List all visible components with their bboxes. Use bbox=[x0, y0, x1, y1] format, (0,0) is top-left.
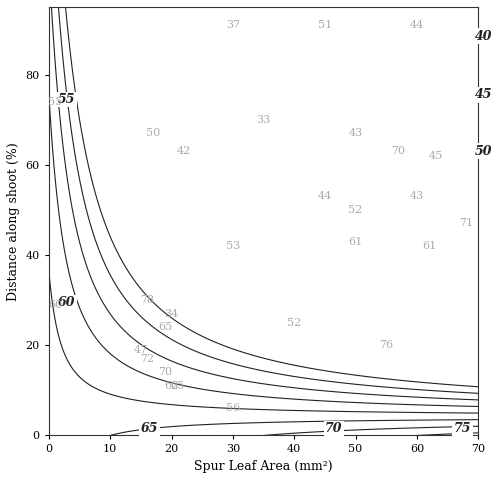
Text: 50: 50 bbox=[146, 128, 160, 138]
Text: 53: 53 bbox=[226, 241, 240, 251]
Text: 47: 47 bbox=[134, 345, 148, 355]
Text: 71: 71 bbox=[459, 218, 473, 228]
Text: 43: 43 bbox=[410, 192, 424, 202]
Text: 45: 45 bbox=[428, 151, 442, 161]
Text: 43: 43 bbox=[348, 128, 362, 138]
Text: 60: 60 bbox=[48, 300, 62, 310]
Text: 70: 70 bbox=[325, 422, 342, 435]
Text: 61: 61 bbox=[348, 237, 362, 247]
Text: 40: 40 bbox=[476, 30, 493, 43]
Text: 65: 65 bbox=[158, 322, 172, 332]
Text: 65: 65 bbox=[170, 381, 185, 391]
Text: 55: 55 bbox=[48, 96, 62, 107]
Text: 70: 70 bbox=[392, 146, 406, 156]
Text: 56: 56 bbox=[226, 403, 240, 413]
Text: 65: 65 bbox=[141, 422, 158, 435]
Text: 70: 70 bbox=[158, 367, 172, 377]
Text: 62: 62 bbox=[164, 381, 178, 391]
Text: 50: 50 bbox=[476, 145, 493, 158]
Text: 55: 55 bbox=[58, 93, 76, 106]
Text: 42: 42 bbox=[176, 146, 191, 156]
Text: 51: 51 bbox=[318, 20, 332, 30]
Text: 34: 34 bbox=[164, 309, 178, 319]
Text: 52: 52 bbox=[348, 205, 362, 215]
Text: 72: 72 bbox=[140, 354, 154, 364]
Text: 44: 44 bbox=[318, 192, 332, 202]
Text: 76: 76 bbox=[379, 340, 394, 350]
Text: 61: 61 bbox=[422, 241, 436, 251]
Text: 75: 75 bbox=[454, 422, 471, 435]
Text: 44: 44 bbox=[410, 20, 424, 30]
X-axis label: Spur Leaf Area (mm²): Spur Leaf Area (mm²) bbox=[194, 460, 333, 473]
Text: 33: 33 bbox=[256, 115, 270, 125]
Text: 78: 78 bbox=[140, 295, 154, 305]
Text: 45: 45 bbox=[476, 88, 493, 101]
Text: 52: 52 bbox=[287, 318, 302, 328]
Text: 60: 60 bbox=[58, 296, 76, 309]
Text: 37: 37 bbox=[226, 20, 240, 30]
Y-axis label: Distance along shoot (%): Distance along shoot (%) bbox=[7, 142, 20, 300]
